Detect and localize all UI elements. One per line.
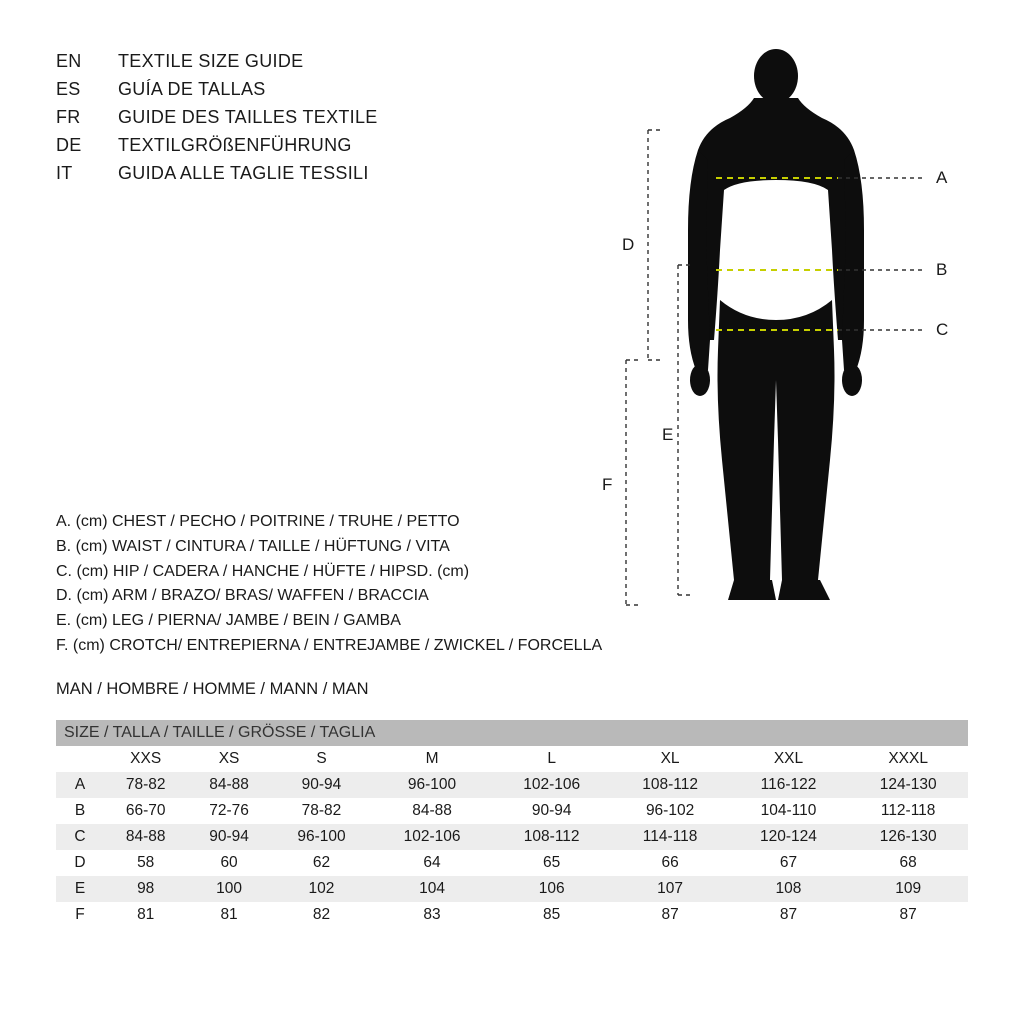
figure-label-e: E — [662, 425, 673, 444]
table-col: XS — [187, 746, 270, 772]
legend-line: B. (cm) WAIST / CINTURA / TAILLE / HÜFTU… — [56, 535, 602, 560]
table-col: S — [271, 746, 372, 772]
legend-line: C. (cm) HIP / CADERA / HANCHE / HÜFTE / … — [56, 560, 602, 585]
table-col: L — [492, 746, 612, 772]
lang-title: GUIDE DES TAILLES TEXTILE — [118, 104, 378, 132]
lang-title: TEXTILGRÖßENFÜHRUNG — [118, 132, 352, 160]
man-label: MAN / HOMBRE / HOMME / MANN / MAN — [56, 677, 602, 703]
table-col: XL — [611, 746, 728, 772]
legend-line: F. (cm) CROTCH/ ENTREPIERNA / ENTREJAMBE… — [56, 634, 602, 659]
table-col: XXS — [104, 746, 187, 772]
table-row: C 84-8890-9496-100102-106108-112114-1181… — [56, 824, 968, 850]
size-table: SIZE / TALLA / TAILLE / GRÖSSE / TAGLIA … — [56, 720, 968, 928]
lang-code: DE — [56, 132, 118, 160]
lang-code: ES — [56, 76, 118, 104]
legend: A. (cm) CHEST / PECHO / POITRINE / TRUHE… — [56, 510, 602, 702]
table-row: D 5860626465666768 — [56, 850, 968, 876]
table-col: M — [372, 746, 492, 772]
table-header: SIZE / TALLA / TAILLE / GRÖSSE / TAGLIA — [56, 720, 968, 746]
table-row: E 98100102104106107108109 — [56, 876, 968, 902]
table-col: XXXL — [848, 746, 968, 772]
lang-code: IT — [56, 160, 118, 188]
lang-code: FR — [56, 104, 118, 132]
legend-line: E. (cm) LEG / PIERNA/ JAMBE / BEIN / GAM… — [56, 609, 602, 634]
lang-title: TEXTILE SIZE GUIDE — [118, 48, 303, 76]
lang-title: GUÍA DE TALLAS — [118, 76, 266, 104]
legend-line: A. (cm) CHEST / PECHO / POITRINE / TRUHE… — [56, 510, 602, 535]
lang-code: EN — [56, 48, 118, 76]
lang-title: GUIDA ALLE TAGLIE TESSILI — [118, 160, 369, 188]
table-row: F 8181828385878787 — [56, 902, 968, 928]
figure-label-c: C — [936, 320, 948, 339]
table-row: A 78-8284-8890-9496-100102-106108-112116… — [56, 772, 968, 798]
table-col: XXL — [729, 746, 849, 772]
figure-label-d: D — [622, 235, 634, 254]
figure-label-b: B — [936, 260, 947, 279]
figure-label-f: F — [602, 475, 612, 494]
table-row: B 66-7072-7678-8284-8890-9496-102104-110… — [56, 798, 968, 824]
legend-line: D. (cm) ARM / BRAZO/ BRAS/ WAFFEN / BRAC… — [56, 584, 602, 609]
measurement-figure: A B C D E F — [538, 40, 968, 630]
figure-label-a: A — [936, 168, 948, 187]
